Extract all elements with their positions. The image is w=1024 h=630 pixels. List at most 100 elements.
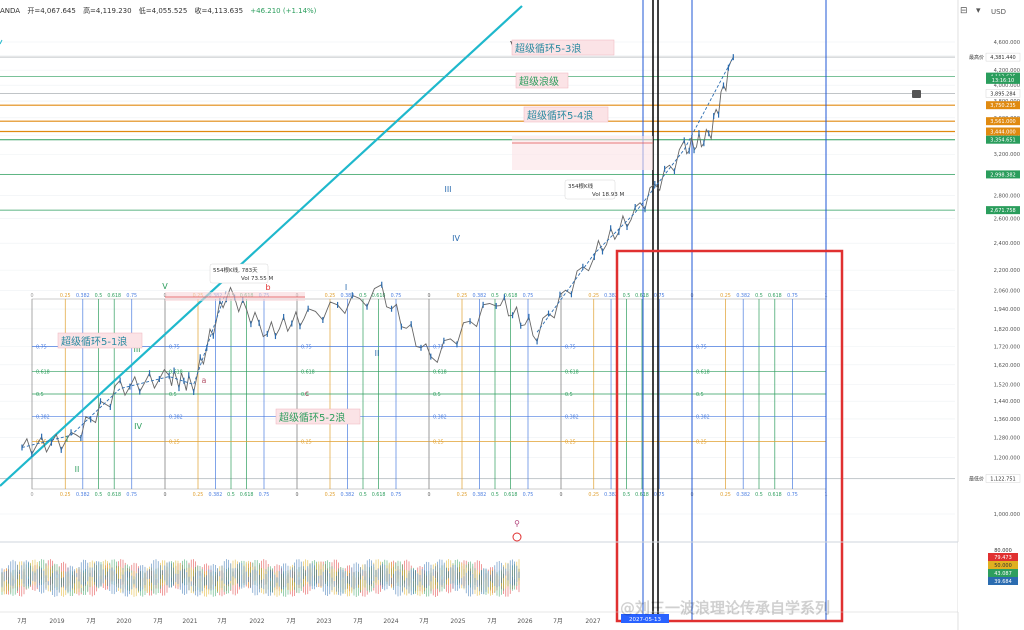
- osc-badge: [988, 546, 1018, 554]
- fib-h-label: 0.618: [301, 370, 315, 376]
- price-badge: [986, 135, 1020, 144]
- change-value: +46.210 (+1.14%): [250, 7, 317, 15]
- fib-bottom-label: 0.75: [654, 492, 665, 498]
- fib-h-label: 0.618: [36, 370, 50, 376]
- price-badge: [985, 474, 1021, 483]
- time-tick: 7月: [286, 618, 296, 625]
- price-tick: 1,200.000: [994, 456, 1020, 462]
- marker-box: [912, 90, 921, 98]
- wave-label: c: [305, 389, 309, 398]
- time-tick: 2023: [316, 618, 331, 625]
- wave-5-4-label-box: [523, 106, 609, 123]
- price-badge-label: 3,895.284: [990, 91, 1015, 97]
- fib-h-label: 0.5: [301, 392, 309, 398]
- wave-label: a: [202, 376, 207, 385]
- wave-5-4-label: 超级循环5-4浪: [527, 109, 593, 122]
- fib-bottom-label: 0.618: [635, 492, 649, 498]
- price-badge-label: 13:16:10: [992, 78, 1014, 84]
- osc-badge: [988, 569, 1018, 577]
- fib-h-label: 0.382: [36, 414, 50, 420]
- wave-label: III: [133, 345, 140, 354]
- lock-icon[interactable]: ⊟: [960, 6, 968, 16]
- fib-bottom-label: 0.75: [523, 492, 534, 498]
- price-tick: 1,360.000: [994, 417, 1020, 423]
- low-price-label: 最低价: [969, 475, 984, 482]
- fib-top-label: 0.382: [341, 293, 355, 299]
- price-badge: [985, 52, 1021, 62]
- fib-bottom-label: 0.5: [359, 492, 367, 498]
- fib-top-label: 0.25: [720, 293, 731, 299]
- price-tick: 1,940.000: [994, 307, 1020, 313]
- fib-bottom-label: 0: [30, 492, 33, 498]
- wave-label: I: [345, 283, 347, 292]
- price-badge: [986, 75, 1020, 84]
- fib-h-label: 0.75: [696, 345, 707, 351]
- fib-bottom-label: 0: [163, 492, 166, 498]
- trend-line-stub: [0, 39, 3, 45]
- fib-top-label: 0.75: [787, 293, 798, 299]
- wave-label: IV: [452, 234, 460, 243]
- wave-5-3-label: 超级循环5-3浪: [515, 42, 581, 55]
- time-tick: 2026: [517, 618, 532, 625]
- price-tick: 2,400.000: [994, 241, 1020, 247]
- alert-icon: ⚲: [514, 519, 520, 528]
- price-badge: [986, 206, 1020, 215]
- fib-top-label: 0.25: [325, 293, 336, 299]
- fib-bottom-label: 1: [559, 492, 562, 498]
- fib-h-label: 0.75: [565, 345, 576, 351]
- price-tick: 2,200.000: [994, 268, 1020, 274]
- fib-h-label: 0.618: [433, 370, 447, 376]
- wave-5-1-label-box: [57, 332, 143, 349]
- wave-label: I: [66, 435, 68, 444]
- fib-top-label: 0.25: [60, 293, 71, 299]
- fib-top-label: 0: [30, 293, 33, 299]
- price-badge-label: 2,671.758: [990, 208, 1015, 214]
- fib-bottom-label: 0.382: [604, 492, 618, 498]
- price-badge-label: 4,381.440: [990, 55, 1015, 61]
- fib-bottom-label: 0.25: [588, 492, 599, 498]
- time-tick: 7月: [153, 618, 163, 625]
- event-marker: [512, 532, 522, 542]
- currency-label[interactable]: USD: [991, 8, 1006, 16]
- tooltip-2-vol: Vol 18.93 M: [592, 192, 624, 198]
- osc-badge: [988, 561, 1018, 569]
- fib-top-label: 0.618: [504, 293, 518, 299]
- wave-label: IV: [134, 422, 142, 431]
- fib-bottom-label: 0.618: [504, 492, 518, 498]
- osc-badge-label: 80.000: [994, 548, 1012, 554]
- tooltip-1-title: 554根K线, 783天: [213, 266, 258, 274]
- low-value: 低=4,055.525: [138, 7, 188, 15]
- fib-h-label: 0.75: [36, 345, 47, 351]
- fib-bottom-label: 0.25: [60, 492, 71, 498]
- fib-h-label: 0.25: [169, 440, 180, 446]
- fib-top-label: 0.75: [391, 293, 402, 299]
- fib-bottom-label: 1: [427, 492, 430, 498]
- price-tick: 1,000.000: [994, 512, 1020, 518]
- wave-label: II: [375, 349, 380, 358]
- price-tick: 4,000.000: [994, 83, 1020, 89]
- fib-top-label: 0.382: [473, 293, 487, 299]
- fib-bottom-label: 0.382: [76, 492, 90, 498]
- fib-top-label: 0.5: [755, 293, 763, 299]
- fib-h-label: 0.618: [169, 370, 183, 376]
- time-tick: 2027: [585, 618, 600, 625]
- fib-top-label: 0.5: [491, 293, 499, 299]
- wave-dash-2: [536, 56, 734, 333]
- price-badge: [986, 101, 1020, 110]
- fib-top-label: 0.618: [635, 293, 649, 299]
- fib-bottom-label: 0: [427, 492, 430, 498]
- price-badge: [985, 89, 1021, 98]
- fib-h-label: 0.618: [696, 370, 710, 376]
- fib-bottom-label: 0.382: [209, 492, 223, 498]
- fib-h-label: 0.25: [36, 440, 47, 446]
- fib-bottom-label: 0.75: [787, 492, 798, 498]
- time-tick: 2019: [49, 618, 64, 625]
- fib-bottom-label: 0.382: [341, 492, 355, 498]
- osc-badge-label: 50.000: [994, 563, 1012, 569]
- symbol-label: ANDA: [0, 7, 21, 15]
- time-tick: 2021: [182, 618, 197, 625]
- time-tick: 7月: [17, 618, 27, 625]
- settings-icon[interactable]: ▾: [976, 6, 981, 16]
